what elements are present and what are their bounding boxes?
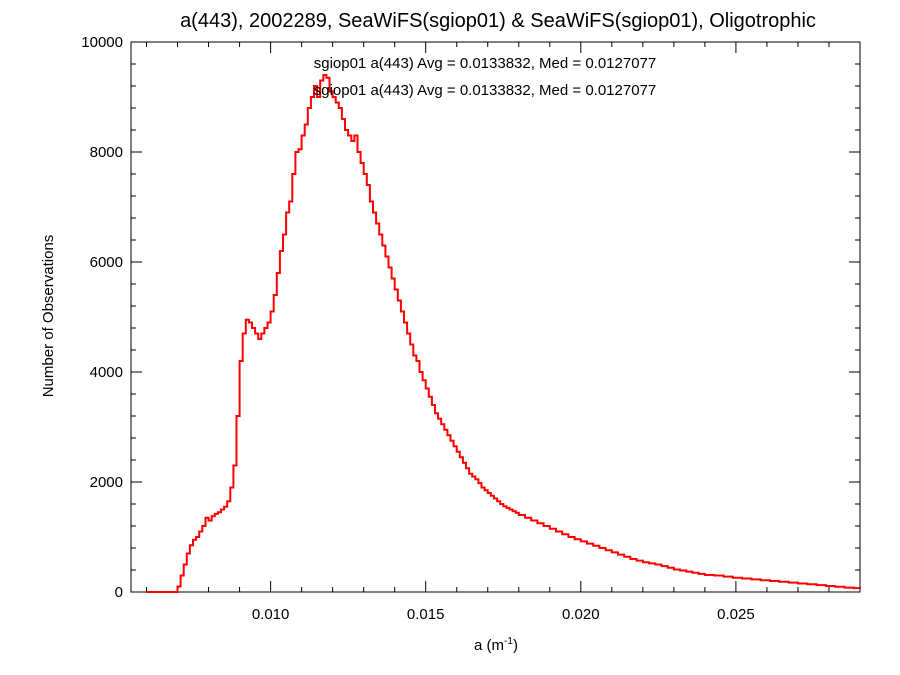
x-tick-label: 0.010 [252,606,290,623]
y-tick-label: 0 [115,584,123,601]
x-axis-ticks [146,42,861,592]
y-axis-label: Number of Observations [40,235,57,398]
y-tick-label: 10000 [81,34,123,51]
x-axis-label-close: ) [513,637,518,654]
y-axis-tick-labels: 0 2000 4000 6000 8000 10000 [81,34,123,601]
x-tick-label: 0.025 [717,606,755,623]
y-tick-label: 4000 [90,364,123,381]
x-tick-label: 0.020 [562,606,600,623]
x-axis-label: a (m-1) [474,636,518,654]
annotation-red: sgiop01 a(443) Avg = 0.0133832, Med = 0.… [314,82,657,99]
x-axis-label-base: a (m [474,637,504,654]
series-histogram-line [146,74,861,593]
chart-title: a(443), 2002289, SeaWiFS(sgiop01) & SeaW… [180,10,816,32]
y-tick-label: 6000 [90,254,123,271]
x-axis-tick-labels: 0.010 0.015 0.020 0.025 [252,606,755,623]
y-tick-label: 2000 [90,474,123,491]
annotation-black: sgiop01 a(443) Avg = 0.0133832, Med = 0.… [314,55,657,72]
x-axis-label-sup: -1 [504,636,513,647]
plot-frame [130,41,861,593]
y-tick-label: 8000 [90,144,123,161]
y-axis-ticks [131,41,860,593]
x-tick-label: 0.015 [407,606,445,623]
